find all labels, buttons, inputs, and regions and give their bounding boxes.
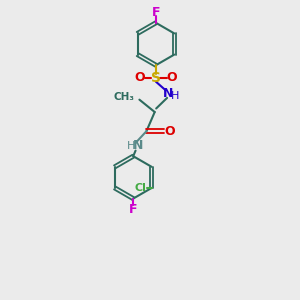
- Text: F: F: [152, 6, 160, 19]
- Text: N: N: [133, 140, 143, 152]
- Text: CH₃: CH₃: [113, 92, 134, 102]
- Text: O: O: [167, 71, 177, 84]
- Text: Cl: Cl: [134, 183, 146, 193]
- Text: H: H: [170, 91, 179, 100]
- Text: O: O: [135, 71, 145, 84]
- Text: O: O: [164, 125, 175, 138]
- Text: S: S: [151, 70, 161, 85]
- Text: F: F: [129, 203, 137, 216]
- Text: H: H: [127, 141, 135, 151]
- Text: N: N: [163, 87, 173, 100]
